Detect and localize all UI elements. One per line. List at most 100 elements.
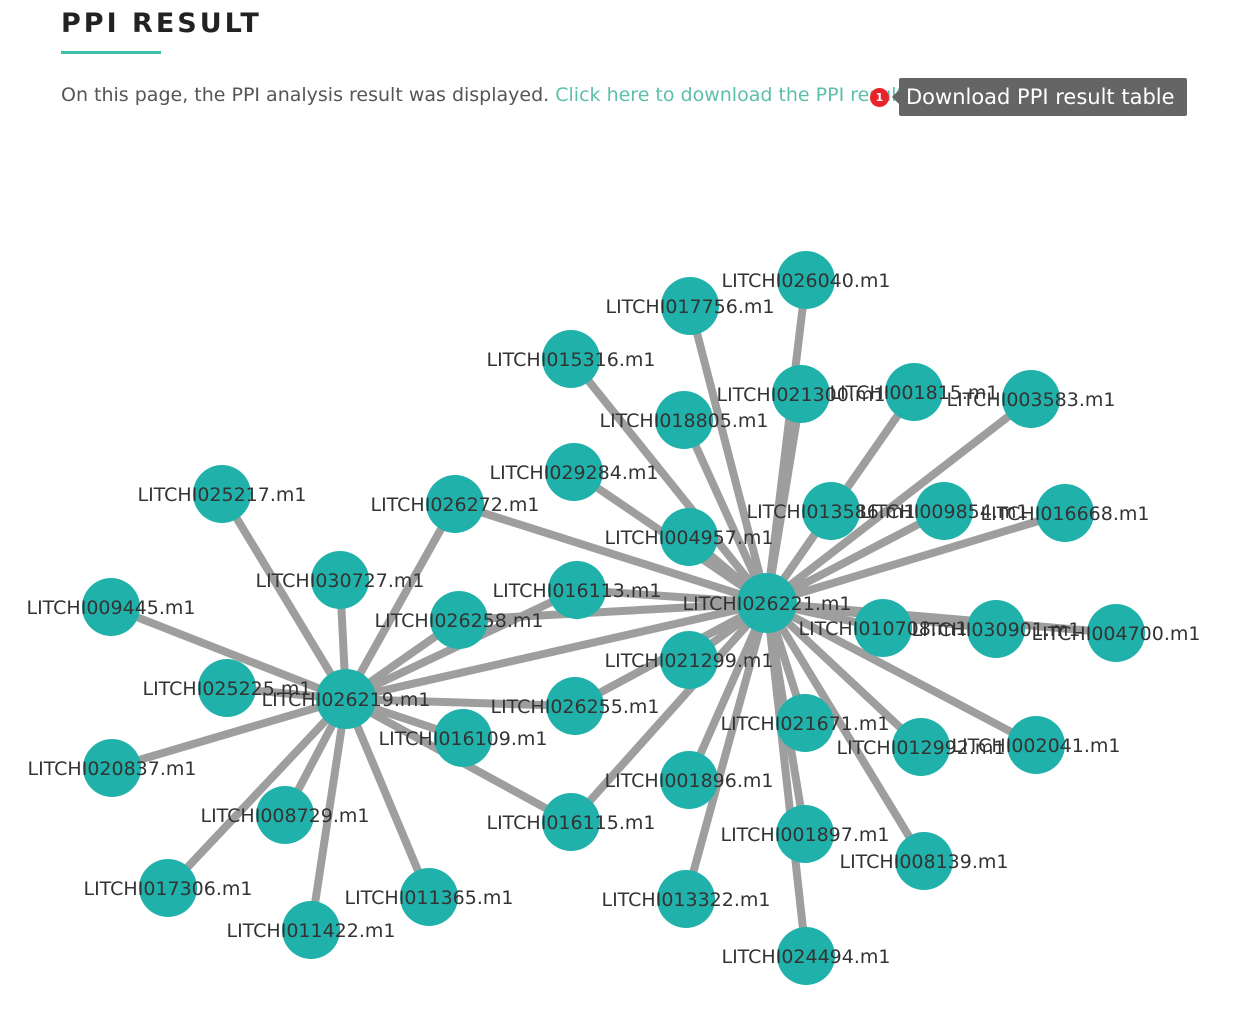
edge-litchi026219.m1-litchi009445.m1 bbox=[109, 603, 348, 703]
node-label-litchi011365-m1: LITCHI011365.m1 bbox=[344, 887, 513, 909]
node-litchi017756-m1[interactable] bbox=[661, 277, 719, 335]
edge-litchi026221.m1-litchi026219.m1 bbox=[345, 599, 768, 703]
node-litchi009854-m1[interactable] bbox=[915, 482, 973, 540]
edge-litchi026221.m1-litchi016115.m1 bbox=[568, 600, 770, 825]
download-tooltip: Download PPI result table bbox=[892, 78, 1187, 116]
node-label-litchi026258-m1: LITCHI026258.m1 bbox=[374, 610, 543, 632]
node-label-litchi026255-m1: LITCHI026255.m1 bbox=[490, 696, 659, 718]
node-litchi013322-m1[interactable] bbox=[657, 870, 715, 928]
node-litchi021300-m1[interactable] bbox=[772, 365, 830, 423]
node-label-litchi010708-m1: LITCHI010708.m1 bbox=[798, 618, 967, 640]
node-litchi013586-m1[interactable] bbox=[802, 482, 860, 540]
node-litchi021671-m1[interactable] bbox=[776, 694, 834, 752]
node-litchi001897-m1[interactable] bbox=[776, 805, 834, 863]
edge-litchi026219.m1-litchi020837.m1 bbox=[110, 695, 348, 772]
node-litchi026258-m1[interactable] bbox=[430, 591, 488, 649]
edge-litchi026219.m1-litchi011365.m1 bbox=[342, 697, 433, 899]
node-litchi021299-m1[interactable] bbox=[660, 631, 718, 689]
node-litchi030901-m1[interactable] bbox=[967, 600, 1025, 658]
node-litchi016115-m1[interactable] bbox=[542, 793, 600, 851]
node-litchi026255-m1[interactable] bbox=[546, 677, 604, 735]
node-label-litchi012992-m1: LITCHI012992.m1 bbox=[836, 737, 1005, 759]
edge-litchi026221.m1-litchi002041.m1 bbox=[765, 599, 1038, 749]
node-litchi030727-m1[interactable] bbox=[311, 551, 369, 609]
edge-litchi026221.m1-litchi004700.m1 bbox=[766, 599, 1117, 637]
notification-badge: 1 bbox=[870, 88, 889, 107]
node-label-litchi026221-m1: LITCHI026221.m1 bbox=[682, 593, 851, 615]
node-label-litchi008729-m1: LITCHI008729.m1 bbox=[200, 805, 369, 827]
node-litchi015316-m1[interactable] bbox=[542, 330, 600, 388]
node-litchi001815-m1[interactable] bbox=[885, 363, 943, 421]
node-label-litchi017306-m1: LITCHI017306.m1 bbox=[83, 878, 252, 900]
edge-litchi026219.m1-litchi011422.m1 bbox=[307, 698, 350, 931]
node-label-litchi013322-m1: LITCHI013322.m1 bbox=[601, 889, 770, 911]
node-label-litchi025217-m1: LITCHI025217.m1 bbox=[137, 484, 306, 506]
node-litchi008729-m1[interactable] bbox=[256, 786, 314, 844]
node-label-litchi018805-m1: LITCHI018805.m1 bbox=[599, 410, 768, 432]
node-litchi020837-m1[interactable] bbox=[83, 739, 141, 797]
download-link[interactable]: Click here to download the PPI result fi… bbox=[555, 84, 939, 106]
node-litchi008139-m1[interactable] bbox=[895, 832, 953, 890]
node-litchi017306-m1[interactable] bbox=[139, 859, 197, 917]
node-label-litchi016668-m1: LITCHI016668.m1 bbox=[980, 503, 1149, 525]
edge-litchi026221.m1-litchi024494.m1 bbox=[763, 602, 810, 957]
edge-litchi026221.m1-litchi017756.m1 bbox=[686, 304, 771, 605]
node-litchi026272-m1[interactable] bbox=[426, 475, 484, 533]
node-litchi016668-m1[interactable] bbox=[1036, 484, 1094, 542]
edge-litchi026221.m1-litchi009854.m1 bbox=[765, 507, 946, 607]
edge-litchi026221.m1-litchi008139.m1 bbox=[763, 600, 928, 864]
node-litchi003583-m1[interactable] bbox=[1002, 370, 1060, 428]
node-label-litchi021671-m1: LITCHI021671.m1 bbox=[720, 713, 889, 735]
network-nodes bbox=[82, 251, 1145, 985]
node-label-litchi030901-m1: LITCHI030901.m1 bbox=[911, 619, 1080, 641]
node-litchi009445-m1[interactable] bbox=[82, 578, 140, 636]
edge-litchi026219.m1-litchi025217.m1 bbox=[218, 491, 350, 702]
node-label-litchi016109-m1: LITCHI016109.m1 bbox=[378, 728, 547, 750]
node-label-litchi021299-m1: LITCHI021299.m1 bbox=[604, 650, 773, 672]
node-label-litchi025225-m1: LITCHI025225.m1 bbox=[142, 678, 311, 700]
node-litchi018805-m1[interactable] bbox=[655, 391, 713, 449]
node-litchi026221-m1[interactable] bbox=[737, 573, 797, 633]
node-label-litchi024494-m1: LITCHI024494.m1 bbox=[721, 946, 890, 968]
edge-litchi026221.m1-litchi003583.m1 bbox=[764, 395, 1034, 607]
node-label-litchi001896-m1: LITCHI001896.m1 bbox=[604, 770, 773, 792]
node-label-litchi004700-m1: LITCHI004700.m1 bbox=[1031, 623, 1200, 645]
node-label-litchi009445-m1: LITCHI009445.m1 bbox=[26, 597, 195, 619]
node-litchi004957-m1[interactable] bbox=[660, 508, 718, 566]
edge-litchi026221.m1-litchi001896.m1 bbox=[685, 601, 771, 782]
node-label-litchi016113-m1: LITCHI016113.m1 bbox=[492, 580, 661, 602]
node-label-litchi013586-m1: LITCHI013586.m1 bbox=[746, 501, 915, 523]
node-litchi016113-m1[interactable] bbox=[548, 561, 606, 619]
node-litchi011365-m1[interactable] bbox=[400, 868, 458, 926]
node-litchi024494-m1[interactable] bbox=[777, 927, 835, 985]
page-title: PPI RESULT bbox=[61, 8, 262, 39]
node-label-litchi029284-m1: LITCHI029284.m1 bbox=[489, 462, 658, 484]
node-litchi010708-m1[interactable] bbox=[854, 599, 912, 657]
node-litchi029284-m1[interactable] bbox=[545, 443, 603, 501]
node-label-litchi021300-m1: LITCHI021300.m1 bbox=[716, 384, 885, 406]
node-label-litchi001897-m1: LITCHI001897.m1 bbox=[720, 824, 889, 846]
edge-litchi026221.m1-litchi013322.m1 bbox=[682, 601, 771, 901]
edge-litchi026221.m1-litchi018805.m1 bbox=[680, 418, 771, 605]
node-litchi002041-m1[interactable] bbox=[1007, 716, 1065, 774]
edge-litchi026219.m1-litchi017306.m1 bbox=[165, 696, 349, 891]
node-litchi011422-m1[interactable] bbox=[282, 901, 340, 959]
node-litchi016109-m1[interactable] bbox=[434, 709, 492, 767]
node-litchi025225-m1[interactable] bbox=[198, 659, 256, 717]
node-litchi026040-m1[interactable] bbox=[777, 251, 835, 309]
node-litchi025217-m1[interactable] bbox=[193, 465, 251, 523]
network-edges bbox=[109, 279, 1117, 957]
edge-litchi026221.m1-litchi015316.m1 bbox=[567, 356, 771, 606]
node-label-litchi026040-m1: LITCHI026040.m1 bbox=[721, 270, 890, 292]
node-label-litchi001815-m1: LITCHI001815.m1 bbox=[829, 382, 998, 404]
edge-litchi026221.m1-litchi016668.m1 bbox=[765, 509, 1067, 607]
node-litchi012992-m1[interactable] bbox=[892, 718, 950, 776]
edge-litchi026221.m1-litchi012992.m1 bbox=[764, 600, 924, 750]
node-litchi026219-m1[interactable] bbox=[316, 669, 376, 729]
node-litchi004700-m1[interactable] bbox=[1087, 604, 1145, 662]
node-litchi001896-m1[interactable] bbox=[660, 751, 718, 809]
network-labels: LITCHI026221.m1 LITCHI026219.m1 LITCHI0260… bbox=[26, 270, 1200, 968]
node-label-litchi016115-m1: LITCHI016115.m1 bbox=[486, 812, 655, 834]
intro-paragraph: On this page, the PPI analysis result wa… bbox=[61, 84, 939, 106]
